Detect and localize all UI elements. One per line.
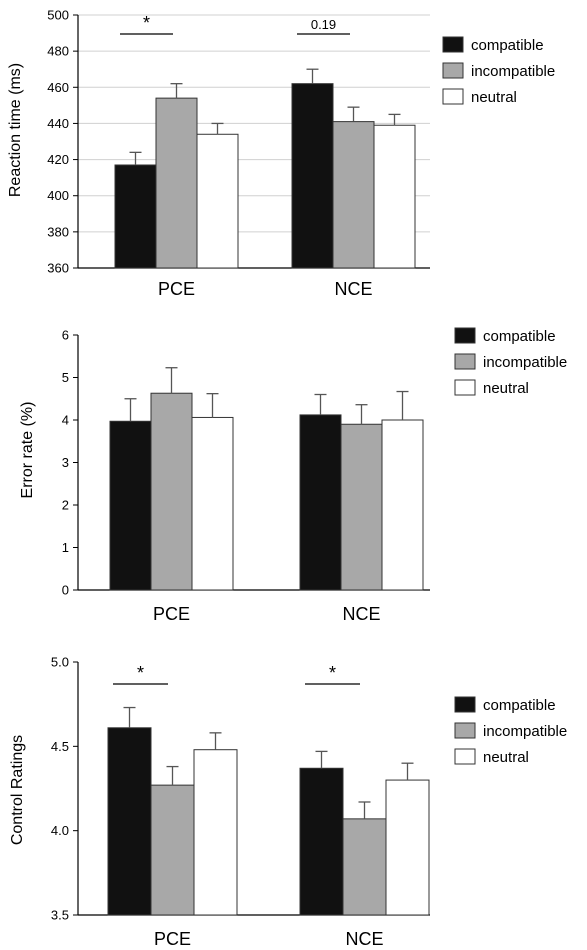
legend-label: compatible [483,697,556,714]
legend-swatch-compatible [454,696,476,713]
legend-label: incompatible [483,354,567,371]
y-tick-label: 480 [47,44,69,59]
bar-neutral [196,133,239,269]
chart-panel-1: 360 380 400 420 440 460 480 500 Reaction time (m… [7,8,555,300]
bar-incompatible [342,818,387,916]
y-tick-label: 420 [47,152,69,167]
legend-swatch-incompatible [454,353,476,370]
y-tick-label: 500 [47,8,69,23]
x-category-label: NCE [342,604,380,624]
bar-incompatible [340,423,383,591]
chart-panel-2: 0 1 2 3 4 5 6 Error rate (%) PCE NCE compatible inc… [19,327,567,624]
y-axis-label: Error rate (%) [19,402,36,499]
legend-swatch-neutral [454,748,476,765]
y-axis-label: Control Ratings [9,735,26,845]
y-tick-label: 2 [62,498,69,513]
significance-label: * [137,663,144,683]
bar-incompatible [150,784,195,916]
y-tick-label: 3.5 [51,908,69,923]
legend-swatch-compatible [442,36,464,53]
bar-neutral [385,779,430,916]
legend-label: compatible [471,37,544,54]
legend-label: incompatible [483,723,567,740]
y-tick-label: 460 [47,80,69,95]
y-tick-label: 440 [47,116,69,131]
significance-label: * [143,13,150,33]
legend-swatch-incompatible [454,722,476,739]
x-category-label: PCE [158,279,195,299]
legend-label: neutral [483,749,529,766]
y-tick-label: 4 [62,413,69,428]
x-category-label: NCE [334,279,372,299]
bar-incompatible [332,121,375,269]
y-tick-label: 1 [62,540,69,555]
bar-compatible [291,83,334,269]
legend-swatch-neutral [454,379,476,396]
y-tick-label: 400 [47,188,69,203]
y-tick-label: 3 [62,455,69,470]
x-category-label: NCE [345,929,383,949]
bar-neutral [193,749,238,916]
significance-label: * [329,663,336,683]
legend-swatch-neutral [442,88,464,105]
y-tick-label: 360 [47,261,69,276]
bar-neutral [191,416,234,591]
significance-label: 0.19 [311,17,336,32]
legend-label: incompatible [471,63,555,80]
bar-neutral [381,419,424,591]
legend-label: neutral [483,380,529,397]
legend-swatch-incompatible [442,62,464,79]
bar-compatible [114,164,157,269]
y-tick-label: 5 [62,370,69,385]
legend-swatch-compatible [454,327,476,344]
y-tick-label: 0 [62,583,69,598]
bar-neutral [373,124,416,269]
y-axis-label: Reaction time (ms) [7,63,24,197]
legend-label: compatible [483,328,556,345]
chart-panel-3: 3.5 4.0 4.5 5.0 Control Ratings PCE NCE * * compa… [9,655,567,950]
bar-compatible [299,414,342,591]
bar-incompatible [150,392,193,591]
y-tick-label: 6 [62,328,69,343]
bar-incompatible [155,97,198,269]
bar-compatible [299,767,344,916]
y-tick-label: 380 [47,224,69,239]
x-category-label: PCE [153,604,190,624]
y-tick-label: 4.5 [51,739,69,754]
bar-compatible [109,420,152,591]
y-tick-label: 5.0 [51,655,69,670]
x-category-label: PCE [154,929,191,949]
bar-compatible [107,727,152,916]
legend-label: neutral [471,89,517,106]
y-tick-label: 4.0 [51,823,69,838]
